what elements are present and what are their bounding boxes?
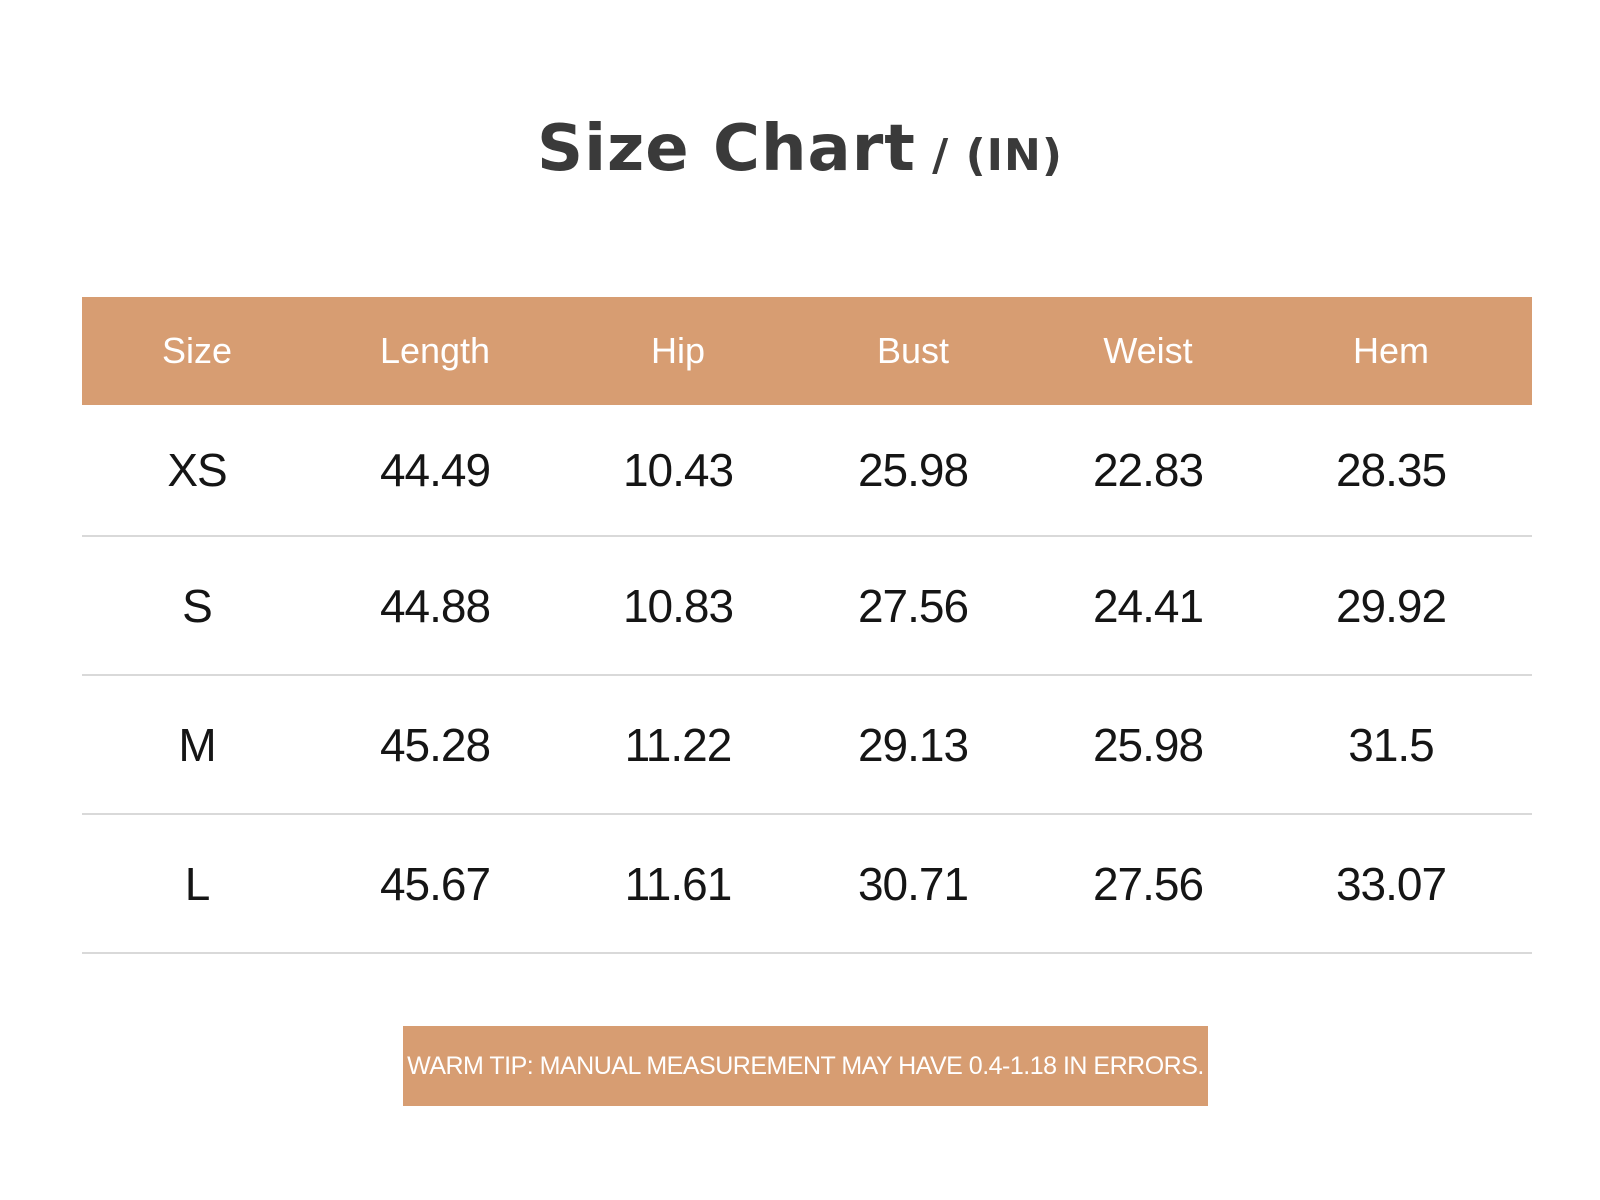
cell-weist: 27.56 xyxy=(1092,857,1204,910)
header-weist: Weist xyxy=(1103,330,1193,371)
cell-hem: 33.07 xyxy=(1335,857,1447,910)
page-title: Size Chart / (IN) xyxy=(0,112,1600,186)
header-length: Length xyxy=(379,330,491,371)
header-size: Size xyxy=(161,330,233,371)
cell-hem: 31.5 xyxy=(1348,718,1435,771)
size-table: Size Length Hip Bust Weist Hem XS 44.49 … xyxy=(82,297,1532,954)
cell-bust: 30.71 xyxy=(857,857,969,910)
cell-hip: 10.83 xyxy=(622,579,734,632)
cell-size: XS xyxy=(167,444,227,496)
cell-hip: 10.43 xyxy=(622,444,734,496)
table-row: L 45.67 11.61 30.71 27.56 33.07 xyxy=(82,815,1532,954)
table-row: XS 44.49 10.43 25.98 22.83 28.35 xyxy=(82,405,1532,537)
header-hip: Hip xyxy=(650,330,706,371)
cell-length: 44.88 xyxy=(379,579,491,632)
cell-length: 45.28 xyxy=(379,718,491,771)
table-header-row: Size Length Hip Bust Weist Hem xyxy=(82,297,1532,405)
table-row: M 45.28 11.22 29.13 25.98 31.5 xyxy=(82,676,1532,815)
cell-length: 44.49 xyxy=(379,444,491,496)
cell-size: M xyxy=(178,718,216,771)
cell-bust: 25.98 xyxy=(857,444,969,496)
cell-bust: 29.13 xyxy=(857,718,969,771)
cell-weist: 22.83 xyxy=(1092,444,1204,496)
title-unit: / (IN) xyxy=(915,130,1063,181)
cell-hip: 11.22 xyxy=(624,718,733,771)
cell-hip: 11.61 xyxy=(624,857,733,910)
header-hem: Hem xyxy=(1352,330,1429,371)
cell-weist: 25.98 xyxy=(1092,718,1204,771)
cell-hem: 28.35 xyxy=(1335,444,1447,496)
cell-bust: 27.56 xyxy=(857,579,969,632)
cell-hem: 29.92 xyxy=(1335,579,1447,632)
header-bust: Bust xyxy=(876,330,950,371)
cell-weist: 24.41 xyxy=(1092,579,1204,632)
table-row: S 44.88 10.83 27.56 24.41 29.92 xyxy=(82,537,1532,676)
warm-tip-banner: WARM TIP: MANUAL MEASUREMENT MAY HAVE 0.… xyxy=(403,1026,1208,1106)
title-main: Size Chart xyxy=(537,112,916,186)
cell-length: 45.67 xyxy=(379,857,491,910)
cell-size: L xyxy=(184,857,211,910)
cell-size: S xyxy=(182,579,213,632)
